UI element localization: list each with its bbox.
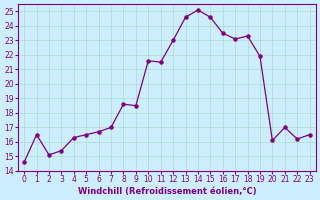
- X-axis label: Windchill (Refroidissement éolien,°C): Windchill (Refroidissement éolien,°C): [77, 187, 256, 196]
